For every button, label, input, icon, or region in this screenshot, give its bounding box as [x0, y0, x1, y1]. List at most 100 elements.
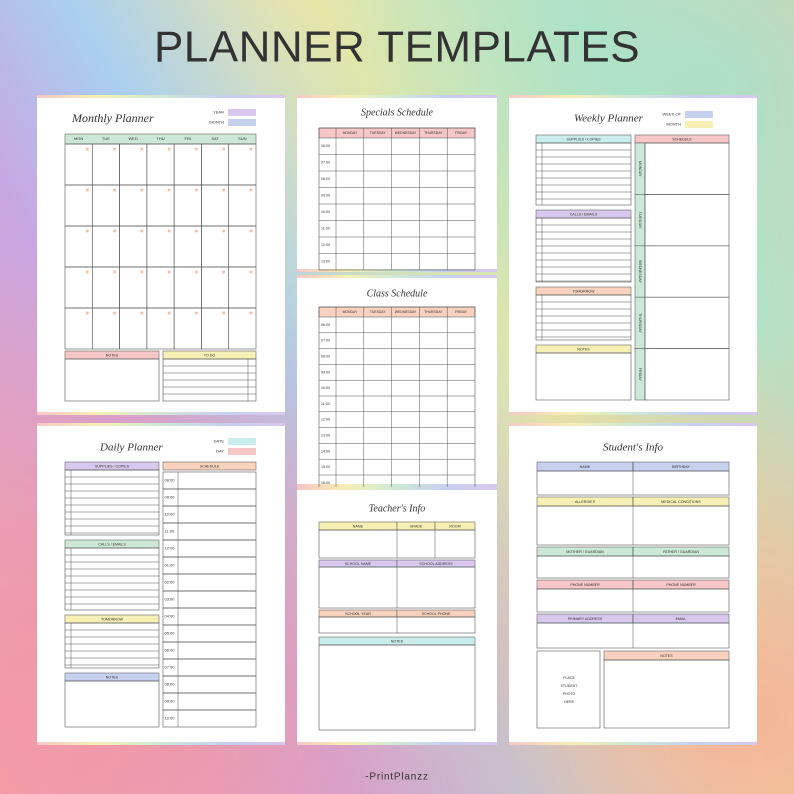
- date-dot: [167, 147, 171, 151]
- notes-box: [64, 358, 160, 402]
- header-label: SCHOOL ADDRESS: [419, 562, 453, 566]
- time-label: 03:00: [165, 597, 176, 602]
- time-label: 06:00: [165, 648, 176, 653]
- sheet-strip: [37, 412, 285, 415]
- day-label: WEDNESDAY: [395, 310, 417, 314]
- header-label: CALLS / EMAILS: [98, 542, 126, 546]
- time-label: 08:00: [321, 177, 330, 181]
- time-label: 04:00: [165, 614, 176, 619]
- sheet-strip: [509, 423, 757, 426]
- section-box: [64, 469, 160, 536]
- header-label: NOTES: [391, 639, 404, 643]
- time-label: 08:00: [321, 354, 330, 358]
- field-label: DAY: [216, 449, 224, 454]
- day-label: FRIDAY: [455, 131, 468, 135]
- day-label: FRIDAY: [638, 368, 642, 382]
- time-label: 07:00: [321, 339, 330, 343]
- time-label: 01:00: [165, 563, 176, 568]
- time-label: 15:00: [321, 465, 330, 469]
- sheet-title: Class Schedule: [367, 288, 428, 299]
- header-label: TO DO: [204, 353, 216, 357]
- date-dot: [113, 188, 117, 192]
- section-box: [535, 217, 632, 283]
- date-dot: [85, 188, 89, 192]
- time-label: 11:00: [321, 402, 330, 406]
- time-label: 16:00: [321, 481, 330, 485]
- day-label: WEDNESDAY: [395, 131, 417, 135]
- date-dot: [85, 147, 89, 151]
- header-label: EMAIL: [676, 617, 687, 621]
- photo-box: [536, 650, 601, 729]
- brand: -PrintPlanzz: [365, 772, 429, 783]
- header-label: SCHOOL NAME: [345, 562, 372, 566]
- sheet-strip: [509, 742, 757, 745]
- header-label: MEDICAL CONDITIONS: [661, 500, 701, 504]
- time-label: 14:00: [321, 449, 330, 453]
- date-dot: [249, 270, 253, 274]
- sheet: [509, 95, 757, 415]
- day-label: SAT: [211, 136, 219, 141]
- header-label: PHONE NUMBER: [570, 583, 600, 587]
- sheet-strip: [37, 95, 285, 98]
- sheet-title: Daily Planner: [99, 442, 163, 454]
- notes-box: [603, 659, 730, 729]
- field-box: [228, 119, 256, 126]
- time-label: 02:00: [165, 580, 176, 585]
- date-dot: [222, 311, 226, 315]
- date-dot: [113, 270, 117, 274]
- section-box: [535, 142, 632, 206]
- photo-label: HERE: [564, 700, 575, 704]
- time-label: 10:00: [165, 716, 176, 721]
- date-dot: [167, 229, 171, 233]
- time-row: [162, 709, 257, 728]
- day-label: TUE: [102, 136, 110, 141]
- sheet-strip: [37, 423, 285, 426]
- sheet: [37, 95, 285, 415]
- sheet-strip: [37, 742, 285, 745]
- header-label: TOMORROW: [572, 289, 595, 293]
- header-label: SUPPLIES / COPIES: [566, 137, 601, 141]
- day-label: TUESDAY: [370, 310, 387, 314]
- day-label: WED: [129, 136, 138, 141]
- time-label: 08:00: [165, 682, 176, 687]
- date-dot: [194, 188, 198, 192]
- time-label: 13:00: [321, 433, 330, 437]
- date-dot: [113, 311, 117, 315]
- date-dot: [222, 188, 226, 192]
- section-box: [535, 294, 632, 341]
- field-box: [228, 448, 256, 455]
- section-box: [64, 622, 160, 669]
- day-cell: [228, 307, 257, 350]
- sheet-title: Monthly Planner: [71, 111, 154, 125]
- photo-label: STUDENT: [561, 684, 579, 688]
- sheet-strip: [297, 95, 497, 98]
- time-label: 06:00: [321, 323, 330, 327]
- date-dot: [249, 311, 253, 315]
- date-dot: [194, 229, 198, 233]
- header-label: SUPPLIES / COPIES: [95, 464, 130, 468]
- date-dot: [140, 188, 144, 192]
- field-label: DATE: [214, 439, 225, 444]
- header-label: NOTES: [106, 675, 119, 679]
- header-label: NOTES: [577, 347, 590, 351]
- header-label: CALLS / EMAILS: [570, 212, 598, 216]
- field-label: MONTH: [666, 122, 681, 127]
- day-label: FRI: [185, 136, 191, 141]
- day-label: MONDAY: [638, 161, 642, 177]
- day-label: TUESDAY: [370, 131, 387, 135]
- time-label: 12:00: [321, 418, 330, 422]
- time-label: 11:00: [165, 529, 175, 534]
- time-label: 10:00: [321, 386, 330, 390]
- time-label: 09:00: [321, 194, 330, 198]
- sheet: [37, 423, 285, 745]
- date-dot: [167, 188, 171, 192]
- header-label: NOTES: [106, 353, 119, 357]
- date-dot: [222, 229, 226, 233]
- date-dot: [140, 229, 144, 233]
- field-label: MONTH: [209, 120, 224, 125]
- date-dot: [140, 147, 144, 151]
- time-label: 10:00: [321, 210, 330, 214]
- sheet-strip: [297, 269, 497, 272]
